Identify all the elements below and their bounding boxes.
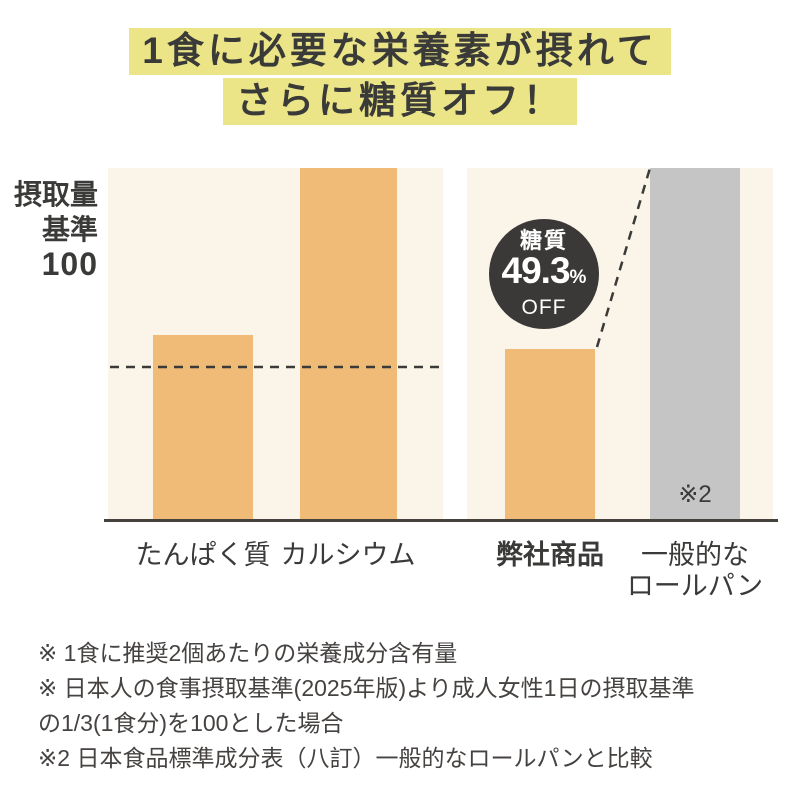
title-line-1: 1食に必要な栄養素が摂れて (129, 28, 671, 75)
bar-generic-roll (650, 168, 740, 521)
category-label-calcium: カルシウム (280, 540, 416, 570)
badge-label-off: OFF (521, 296, 567, 319)
y-axis-label: 摂取量 基準 100 (14, 177, 98, 282)
category-label-generic-roll-line2: ロールパン (626, 571, 764, 601)
footnote-3: ※2 日本食品標準成分表（八訂）一般的なロールパンと比較 (38, 745, 653, 771)
footnote-2-line1: ※ 日本人の食事摂取基準(2025年版)より成人女性1日の摂取基準 (38, 675, 695, 701)
category-label-protein: たんぱく質 (135, 540, 271, 570)
sugar-off-badge: 糖質 49.3% OFF (489, 219, 599, 329)
category-label-generic-roll: 一般的な ロールパン (605, 540, 785, 602)
category-label-generic-roll-line1: 一般的な (641, 540, 749, 570)
bar-footnote-ref: ※2 (678, 481, 712, 508)
category-label-our-product: 弊社商品 (496, 540, 604, 570)
y-axis-value-100: 100 (41, 246, 98, 282)
footnote-1: ※ 1食に推奨2個あたりの栄養成分含有量 (38, 640, 458, 666)
badge-value: 49.3 (501, 250, 571, 291)
badge-value-row: 49.3% (501, 250, 587, 297)
footnotes: ※ 1食に推奨2個あたりの栄養成分含有量 ※ 日本人の食事摂取基準(2025年版… (38, 637, 778, 777)
y-axis-label-line2: 基準 (41, 214, 98, 245)
badge-label-sugar: 糖質 (519, 228, 568, 253)
x-axis-baseline (104, 519, 778, 522)
bar-our-product (505, 348, 595, 521)
page-title: 1食に必要な栄養素が摂れて さらに糖質オフ！ (0, 28, 800, 125)
y-axis-label-line1: 摂取量 (14, 179, 99, 210)
badge-percent-sign: % (569, 267, 587, 288)
footnote-2-line2: の1/3(1食分)を100とした場合 (38, 710, 344, 736)
title-line-2: さらに糖質オフ！ (223, 77, 577, 125)
bar-calcium (300, 168, 397, 521)
bar-protein (153, 334, 253, 521)
